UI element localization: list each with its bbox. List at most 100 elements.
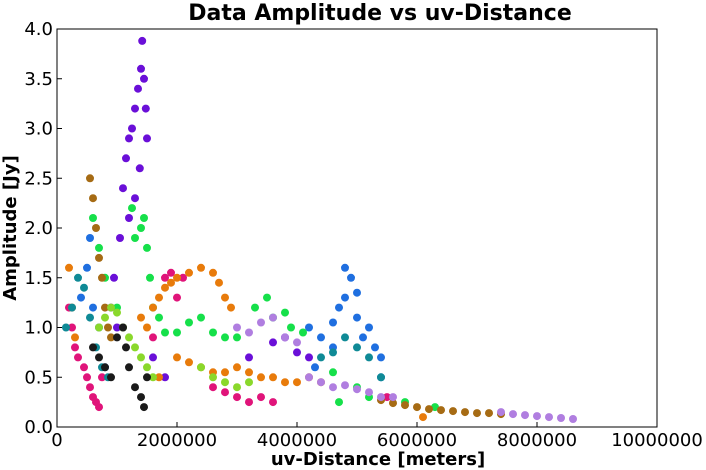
data-point <box>137 313 145 322</box>
data-point <box>89 303 97 312</box>
data-point <box>269 373 277 382</box>
data-point <box>140 403 148 412</box>
data-point <box>215 278 223 287</box>
data-point <box>449 407 457 416</box>
data-point <box>341 333 349 342</box>
data-point <box>347 273 355 282</box>
data-point <box>383 393 391 402</box>
data-point <box>389 393 397 402</box>
data-point <box>161 328 169 337</box>
data-point <box>107 333 115 342</box>
data-point <box>209 328 217 337</box>
data-point <box>287 323 295 332</box>
data-point <box>89 194 97 203</box>
data-point <box>233 323 241 332</box>
data-point <box>419 413 427 422</box>
data-point <box>161 373 169 382</box>
data-point <box>197 363 205 372</box>
data-point <box>311 363 319 372</box>
data-point <box>101 303 109 312</box>
data-point <box>116 234 124 242</box>
data-point <box>141 104 150 113</box>
data-point <box>179 273 187 282</box>
data-point <box>371 343 379 352</box>
data-point <box>95 403 103 412</box>
data-point <box>161 273 169 282</box>
data-point <box>185 268 193 277</box>
data-point <box>221 293 229 302</box>
x-tick-label: 6000000 <box>377 430 457 451</box>
data-point <box>167 268 175 277</box>
data-point <box>125 333 133 342</box>
data-point <box>86 174 94 183</box>
data-point <box>98 373 106 382</box>
data-point <box>293 378 301 387</box>
data-point <box>149 353 157 362</box>
data-point <box>131 194 139 203</box>
data-point <box>92 224 100 232</box>
data-point <box>245 378 253 387</box>
data-point <box>119 184 127 193</box>
data-point <box>365 388 373 397</box>
y-axis-label: Amplitude [Jy] <box>0 155 21 301</box>
data-point <box>101 313 109 322</box>
data-point <box>365 353 373 362</box>
data-point <box>353 288 361 297</box>
data-point <box>113 333 121 342</box>
data-point <box>221 368 229 377</box>
data-point <box>329 383 337 392</box>
data-point <box>233 363 241 372</box>
data-point <box>329 318 337 327</box>
data-point <box>86 383 94 392</box>
data-point <box>83 373 91 382</box>
data-point <box>245 398 253 407</box>
data-point <box>377 393 385 402</box>
x-tick-label: 2000000 <box>137 430 217 451</box>
data-point <box>377 373 385 382</box>
data-point <box>269 338 277 347</box>
data-point <box>185 358 193 367</box>
data-point <box>569 415 577 423</box>
y-axis-ticks: 0.0 0.5 1.0 1.5 2.0 2.5 3.0 3.5 4.0 <box>24 19 62 438</box>
data-point <box>68 323 76 332</box>
data-point <box>281 308 289 317</box>
data-point <box>86 234 94 242</box>
data-point <box>377 353 385 362</box>
data-point <box>197 313 205 322</box>
data-point <box>149 303 157 312</box>
data-point <box>89 343 97 352</box>
data-point <box>197 263 205 272</box>
data-point <box>131 343 139 352</box>
data-point <box>389 399 397 408</box>
data-point <box>269 398 277 407</box>
data-point <box>281 378 289 387</box>
data-point <box>341 263 349 272</box>
data-point <box>113 323 121 332</box>
data-point <box>173 353 181 362</box>
data-point <box>173 328 181 337</box>
data-point <box>80 283 88 292</box>
data-point <box>71 343 79 352</box>
series-2 <box>89 204 439 412</box>
data-point <box>86 313 94 322</box>
data-point <box>341 381 349 390</box>
data-point <box>137 353 145 362</box>
data-point <box>143 134 151 143</box>
data-point <box>149 333 157 342</box>
data-point <box>185 318 193 327</box>
data-point <box>269 313 277 322</box>
data-point <box>131 234 139 242</box>
data-point <box>137 224 145 232</box>
data-point <box>533 412 541 421</box>
data-point <box>122 343 130 352</box>
data-point <box>557 414 565 422</box>
data-point <box>62 323 70 332</box>
data-point <box>473 409 481 418</box>
data-point <box>143 373 151 382</box>
data-point <box>95 323 103 332</box>
data-point <box>122 154 130 163</box>
data-point <box>299 328 307 337</box>
data-point <box>167 278 175 287</box>
data-point <box>83 263 91 272</box>
data-point <box>74 353 82 362</box>
